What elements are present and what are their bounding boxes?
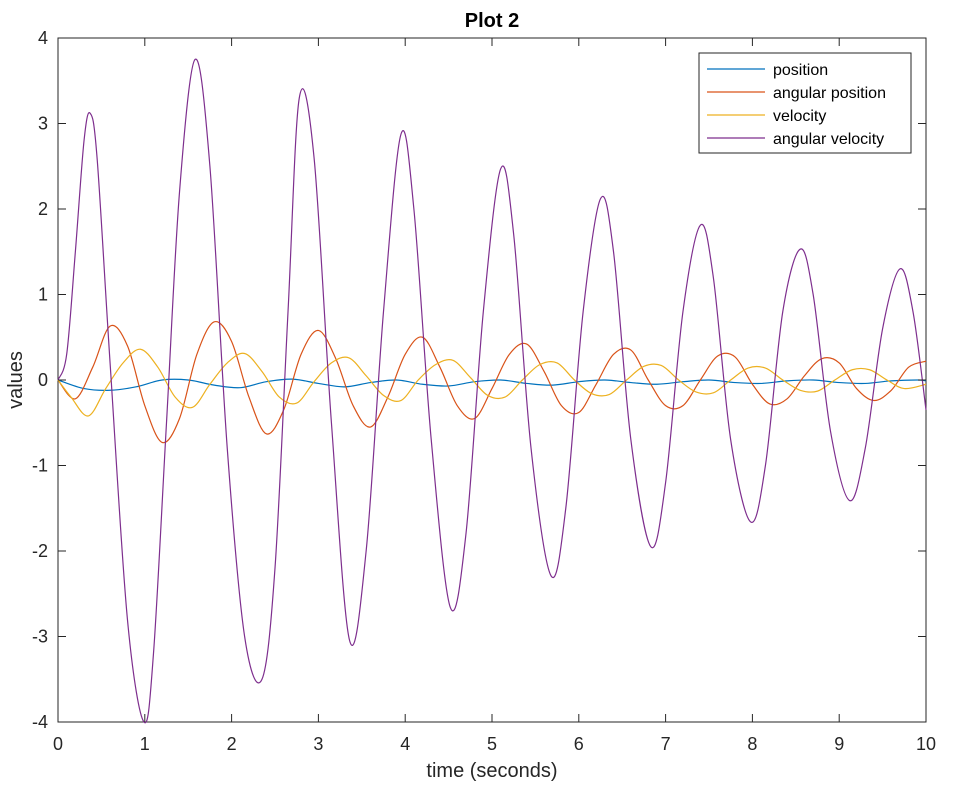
series-line-angular-position [57, 320, 927, 444]
chart-title: Plot 2 [465, 10, 519, 32]
x-axis-label: time (seconds) [426, 760, 557, 782]
x-tick-label: 9 [834, 734, 844, 754]
legend: position angular position velocity angular … [698, 52, 912, 154]
legend-label: angular velocity [773, 131, 884, 148]
series-line-position [57, 378, 927, 391]
y-tick-label: -2 [32, 541, 48, 561]
y-axis-label: values [5, 351, 27, 409]
x-tick-label: 0 [53, 734, 63, 754]
x-tick-label: 6 [574, 734, 584, 754]
y-tick-label: 0 [38, 370, 48, 390]
y-tick-label: -3 [32, 627, 48, 647]
x-tick-label: 2 [227, 734, 237, 754]
y-tick-label: -1 [32, 456, 48, 476]
x-tick-label: 7 [661, 734, 671, 754]
y-tick-label: 2 [38, 199, 48, 219]
y-tick-label: 3 [38, 114, 48, 134]
x-tick-label: 4 [400, 734, 410, 754]
y-tick-label: -4 [32, 712, 48, 732]
x-tick-label: 1 [140, 734, 150, 754]
legend-label: velocity [773, 108, 826, 125]
y-tick-label: 4 [38, 28, 48, 48]
x-tick-label: 5 [487, 734, 497, 754]
x-tick-label: 8 [747, 734, 757, 754]
axis-ticks: 0 1 2 3 4 5 6 7 8 9 10 -4 -3 -2 -1 0 1 2 3 4 [32, 28, 936, 754]
y-tick-label: 1 [38, 285, 48, 305]
legend-label: angular position [773, 85, 886, 102]
series-line-velocity [57, 348, 927, 417]
series-line-angular-velocity [57, 58, 927, 724]
x-tick-label: 10 [916, 734, 936, 754]
legend-label: position [773, 62, 828, 79]
series-layer [57, 58, 927, 724]
legend-box [698, 52, 912, 154]
x-tick-label: 3 [313, 734, 323, 754]
